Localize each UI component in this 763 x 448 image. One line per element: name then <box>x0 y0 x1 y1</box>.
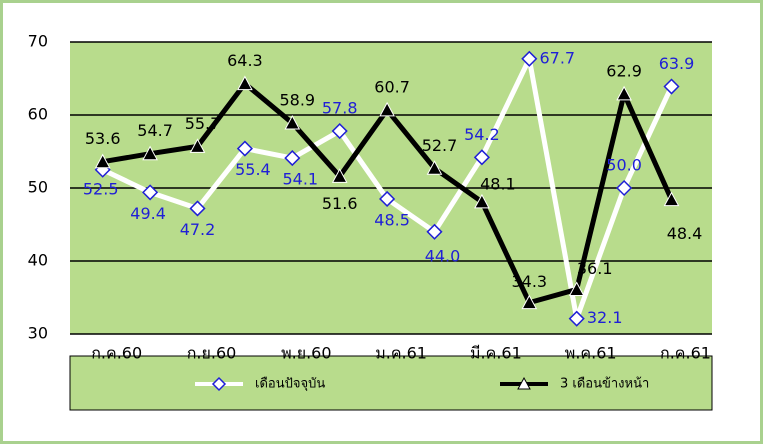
y-tick-label: 40 <box>28 251 48 270</box>
data-label: 47.2 <box>180 220 216 239</box>
data-label: 54.7 <box>137 121 173 140</box>
data-label: 63.9 <box>659 54 695 73</box>
x-tick-label: พ.ค.61 <box>565 344 617 363</box>
triangle-marker <box>663 191 680 207</box>
data-label: 57.8 <box>322 99 358 118</box>
data-label: 48.5 <box>374 210 410 229</box>
data-label: 53.6 <box>85 129 121 148</box>
diamond-marker <box>284 150 301 167</box>
data-label: 34.3 <box>511 272 547 291</box>
data-label: 64.3 <box>227 51 263 70</box>
x-tick-label: ก.ค.60 <box>91 344 142 363</box>
data-label: 67.7 <box>539 48 575 67</box>
triangle-marker <box>284 114 301 130</box>
triangle-marker <box>331 168 348 183</box>
legend-box <box>69 355 713 411</box>
x-tick-label: มี.ค.61 <box>470 344 522 363</box>
diamond-marker <box>473 149 490 166</box>
triangle-marker <box>521 294 538 310</box>
legend-label: 3 เดือนข้างหน้า <box>560 376 649 392</box>
triangle-marker <box>379 101 395 117</box>
diamond-marker <box>379 190 396 208</box>
y-tick-label: 50 <box>28 178 48 197</box>
data-label: 32.1 <box>587 308 623 327</box>
legend-marker <box>211 376 227 392</box>
diamond-marker <box>236 140 253 157</box>
diamond-marker <box>331 122 348 140</box>
y-tick-label: 60 <box>28 105 48 124</box>
diamond-marker <box>568 310 585 327</box>
data-label: 49.4 <box>130 204 166 223</box>
data-label: 62.9 <box>606 61 642 80</box>
data-label: 54.2 <box>464 125 500 144</box>
data-label: 51.6 <box>322 194 358 213</box>
triangle-marker <box>142 145 158 161</box>
data-label: 44.0 <box>425 246 461 265</box>
y-tick-label: 70 <box>28 32 48 51</box>
data-label: 55.4 <box>235 160 271 179</box>
x-tick-label: ม.ค.61 <box>375 344 427 363</box>
data-label: 52.5 <box>83 179 119 198</box>
triangle-marker <box>94 153 111 169</box>
data-label: 36.1 <box>577 259 613 278</box>
triangle-marker <box>189 138 206 153</box>
data-label: 60.7 <box>374 77 410 96</box>
diamond-marker <box>142 184 159 201</box>
diamond-marker <box>189 200 206 217</box>
data-label: 48.1 <box>480 174 516 193</box>
triangle-marker <box>568 281 585 296</box>
diamond-marker <box>616 179 633 197</box>
triangle-marker <box>474 193 490 209</box>
triangle-marker <box>237 75 253 91</box>
legend-marker <box>517 376 531 390</box>
diamond-marker <box>426 223 443 240</box>
x-tick-label: ก.ย.60 <box>187 344 237 363</box>
x-tick-label: ก.ค.61 <box>660 344 711 363</box>
data-label: 58.9 <box>279 91 315 110</box>
y-tick-label: 30 <box>28 324 48 343</box>
x-tick-label: พ.ย.60 <box>281 344 331 363</box>
diamond-marker <box>663 78 680 95</box>
triangle-marker <box>426 160 443 175</box>
data-label: 52.7 <box>422 136 458 155</box>
diamond-marker <box>521 50 538 67</box>
data-label: 48.4 <box>667 224 703 243</box>
legend-label: เดือนปัจจุบัน <box>255 376 325 392</box>
data-label: 54.1 <box>282 170 318 189</box>
data-label: 50.0 <box>606 156 642 175</box>
triangle-marker <box>616 85 632 101</box>
data-label: 55.7 <box>185 114 221 133</box>
